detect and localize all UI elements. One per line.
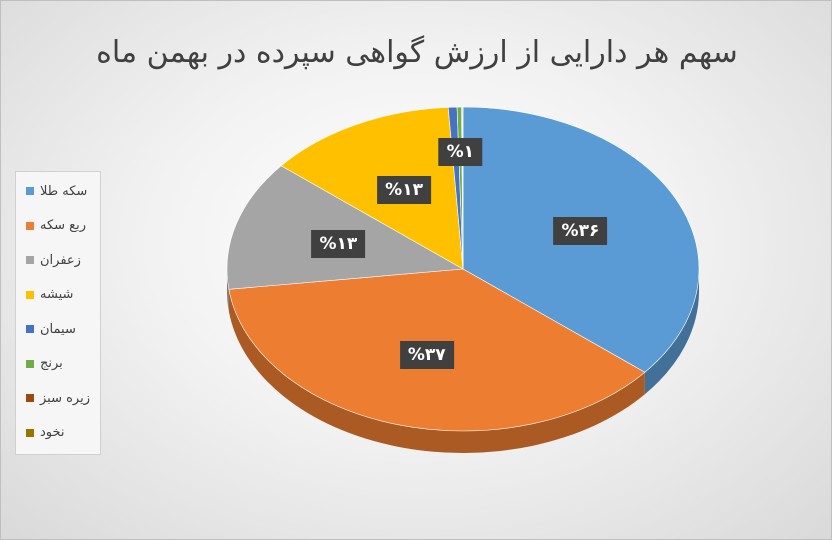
legend-label-0: سکه طلا: [40, 183, 88, 199]
legend-swatch-6: [26, 394, 34, 402]
pie-slice-2: [226, 165, 464, 290]
pie-side-1: [228, 289, 645, 453]
legend-item-4: سیمان: [26, 319, 76, 339]
data-label-3: %۱۳: [377, 175, 431, 204]
legend-swatch-2: [26, 256, 34, 264]
legend-item-7: نخود: [26, 423, 65, 443]
legend-label-6: زیره سبز: [40, 390, 91, 406]
legend-item-2: زعفران: [26, 250, 81, 270]
legend-swatch-5: [26, 359, 34, 368]
legend-item-5: برنج: [26, 354, 63, 374]
legend-label-3: شیشه: [40, 287, 74, 302]
data-label-1: %۳۷: [399, 340, 454, 369]
legend-label-5: برنج: [40, 356, 63, 371]
legend-swatch-7: [26, 428, 34, 437]
legend-label-4: سیمان: [40, 321, 76, 337]
legend-label-7: نخود: [40, 425, 65, 440]
legend-swatch-1: [26, 221, 34, 230]
chart-title: سهم هر دارایی از ارزش گواهی سپرده در بهم…: [96, 35, 738, 70]
data-label-2: %۱۳: [311, 230, 366, 259]
legend-label-1: ربع سکه: [40, 218, 86, 233]
data-label-0: %۳۶: [553, 217, 608, 246]
legend-item-0: سکه طلا: [26, 181, 87, 201]
legend-swatch-4: [26, 325, 34, 333]
pie-slice-3: [280, 107, 464, 270]
legend-item-3: شیشه: [26, 285, 73, 305]
pie-side-0: [644, 269, 699, 395]
legend-label-2: زعفران: [40, 252, 81, 268]
legend-item-6: زیره سبز: [26, 388, 90, 408]
legend-swatch-0: [26, 187, 34, 195]
legend-swatch-3: [26, 290, 34, 299]
legend-item-1: ربع سکه: [26, 216, 86, 236]
data-label-5: %۱: [438, 138, 483, 167]
legend: سکه طلا ربع سکه زعفران شیشه سیمان برنج زیره سب…: [15, 171, 101, 455]
